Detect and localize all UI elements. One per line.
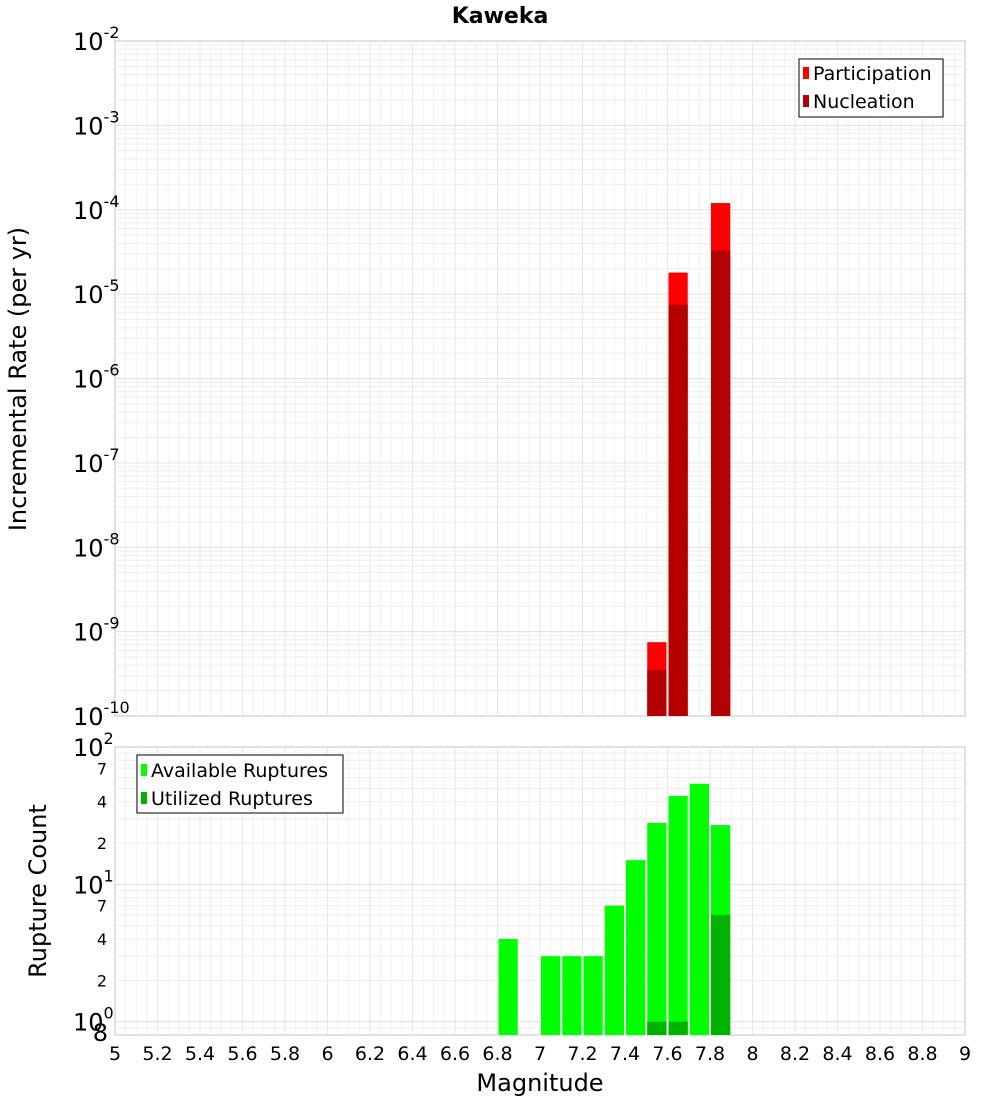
count-bar-available (498, 939, 518, 1035)
participation-legend-swatch (803, 67, 809, 79)
y-tick-label: 10-2 (73, 23, 120, 56)
rate-bar-nucleation (711, 250, 731, 717)
y-tick-label: 10-9 (73, 614, 120, 647)
count-bar-available (689, 783, 709, 1035)
available-legend-swatch (141, 764, 147, 776)
rate-panel: 10-10 10-9 10-8 10-7 10-6 10-5 10-4 10-3 10-2 In… (4, 23, 966, 731)
count-panel: 100 101 102 8 2 4 7 2 4 7 5 5.2 5.4 5.6 5.8 6 6.2 6.4 6.6… (24, 729, 971, 1097)
count-bar-available (583, 956, 603, 1035)
count-bars (498, 783, 731, 1035)
rate-bars (647, 203, 731, 717)
y-tick-label: 10-10 (73, 698, 130, 731)
y-minor-tick-label: 7 (97, 897, 107, 916)
x-tick-label: 8.4 (822, 1043, 852, 1065)
x-ticks: 5 5.2 5.4 5.6 5.8 6 6.2 6.4 6.6 6.8 7 7.2 7.4 7.6 7.8 8… (109, 1043, 971, 1065)
x-tick-label: 7.8 (695, 1043, 725, 1065)
y-tick-label: 100 (73, 1004, 114, 1037)
y-minor-tick-label: 2 (97, 834, 107, 853)
utilized-legend-label: Utilized Ruptures (151, 788, 313, 810)
nucleation-legend-swatch (803, 95, 809, 107)
nucleation-legend-label: Nucleation (813, 91, 915, 113)
x-tick-label: 5.6 (227, 1043, 257, 1065)
x-tick-label: 8 (746, 1043, 758, 1065)
x-tick-label: 7.2 (567, 1043, 597, 1065)
count-bar-utilized (711, 914, 731, 1035)
rate-bar-nucleation (647, 670, 667, 716)
x-tick-label: 6.8 (482, 1043, 512, 1065)
y-minor-tick-label: 4 (97, 930, 107, 949)
rate-y-ticks: 10-10 10-9 10-8 10-7 10-6 10-5 10-4 10-3 10-2 (73, 23, 130, 731)
y-minor-tick-label: 7 (97, 759, 107, 778)
y-tick-label: 10-4 (73, 192, 120, 225)
utilized-legend-swatch (141, 792, 147, 804)
count-y-axis-title: Rupture Count (24, 804, 52, 978)
x-tick-label: 7.6 (652, 1043, 682, 1065)
x-axis-title: Magnitude (476, 1069, 603, 1097)
participation-legend-label: Participation (813, 63, 932, 85)
rate-bar-nucleation (668, 304, 688, 716)
count-legend: Available Ruptures Utilized Ruptures (136, 754, 344, 814)
count-grid (115, 747, 965, 1035)
x-tick-label: 8.8 (907, 1043, 937, 1065)
count-bar-available (541, 956, 561, 1035)
y-tick-label: 10-3 (73, 107, 120, 140)
x-tick-label: 6.4 (397, 1043, 427, 1065)
count-bar-available (668, 795, 688, 1035)
y-tick-label: 102 (73, 729, 114, 762)
x-tick-label: 8.2 (780, 1043, 810, 1065)
count-bar-available (562, 956, 582, 1035)
y-tick-label: 10-7 (73, 445, 120, 478)
y-minor-tick-label: 2 (97, 971, 107, 990)
x-tick-label: 5.4 (185, 1043, 215, 1065)
rate-legend: Participation Nucleation (798, 58, 944, 118)
count-bar-utilized (668, 1021, 688, 1035)
y-minor-tick-label: 8 (93, 1019, 108, 1047)
count-y-ticks: 100 101 102 8 2 4 7 2 4 7 (73, 729, 114, 1047)
x-tick-label: 8.6 (865, 1043, 895, 1065)
x-tick-label: 6.2 (355, 1043, 385, 1065)
count-legend-box (136, 754, 344, 814)
y-minor-tick-label: 4 (97, 793, 107, 812)
x-tick-label: 9 (959, 1043, 971, 1065)
x-tick-label: 7 (534, 1043, 546, 1065)
rate-legend-box (798, 58, 944, 118)
x-tick-label: 5 (109, 1043, 121, 1065)
x-tick-label: 7.4 (610, 1043, 640, 1065)
available-legend-label: Available Ruptures (151, 760, 328, 782)
count-bar-available (647, 822, 667, 1035)
x-tick-label: 5.2 (142, 1043, 172, 1065)
count-bar-utilized (647, 1021, 667, 1035)
count-bar-available (626, 860, 646, 1035)
x-tick-label: 6.6 (440, 1043, 470, 1065)
y-tick-label: 10-8 (73, 529, 120, 562)
rate-grid (115, 41, 965, 716)
y-tick-label: 10-6 (73, 361, 120, 394)
y-tick-label: 101 (73, 866, 114, 899)
x-tick-label: 6 (321, 1043, 333, 1065)
count-bar-available (604, 905, 624, 1035)
x-tick-label: 5.8 (270, 1043, 300, 1065)
chart-title: Kaweka (452, 4, 549, 29)
y-tick-label: 10-5 (73, 276, 120, 309)
rate-y-axis-title: Incremental Rate (per yr) (4, 227, 32, 531)
